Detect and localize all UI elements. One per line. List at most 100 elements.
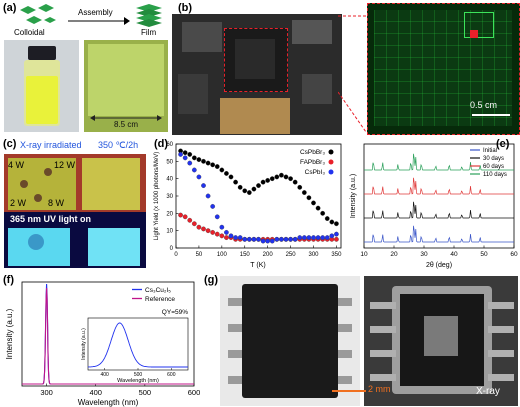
x-tick-label: 40 (450, 251, 458, 258)
data-point (191, 221, 197, 227)
data-point (315, 205, 321, 211)
xrd-line (364, 177, 514, 195)
assembly-text: Assembly (78, 8, 113, 17)
x-axis-label: T (K) (250, 262, 265, 269)
data-point (256, 236, 261, 242)
data-point (288, 176, 293, 182)
x-tick-label: 500 (139, 388, 152, 397)
data-point (320, 235, 326, 240)
legend-marker (328, 149, 334, 155)
x-tick-label: 150 (240, 252, 251, 258)
x-tick-label: 100 (217, 252, 228, 258)
y-tick-label: 40 (166, 177, 173, 183)
xrd-chart: Intensity (a.u.) 2θ (deg) 10 20 30 40 50 60 In… (350, 143, 518, 269)
x-tick-label: 50 (196, 252, 203, 258)
legend-label: Cs₃Cu₂I₅ (145, 287, 171, 294)
inset-x-tick-label: 500 (134, 372, 143, 378)
data-point (205, 160, 211, 166)
x-tick-label: 300 (308, 252, 319, 258)
data-point (251, 186, 257, 192)
uv-label: 365 nm UV light on (10, 214, 92, 224)
x-tick-label: 400 (89, 388, 102, 397)
chip-scale-label: 2 mm (368, 384, 391, 394)
film-photo: 8.5 cm (84, 40, 168, 132)
arrow-right-icon (68, 17, 130, 25)
data-point (256, 183, 261, 188)
x-tick-label: 20 (390, 251, 398, 258)
data-point (279, 172, 284, 178)
data-point (210, 162, 216, 168)
legend-label: CsPbBr₃ (300, 149, 325, 156)
data-point (329, 219, 335, 225)
data-point (265, 178, 271, 183)
y-tick-label: 10 (166, 229, 173, 235)
data-point (228, 233, 234, 239)
colloidal-icon (20, 4, 56, 24)
zoom-connector (338, 15, 367, 133)
x-axis-label: Wavelength (nm) (78, 398, 139, 407)
data-point (219, 233, 225, 239)
qy-annotation: QY=59% (162, 309, 188, 316)
light-yield-chart: Light Yield (x 1000 photons/MeV) T (K) 0… (154, 142, 342, 269)
data-point (288, 236, 293, 242)
inset-x-tick-label: 600 (167, 372, 176, 378)
xrd-line (364, 201, 514, 219)
inset-frame (87, 317, 189, 371)
data-point (324, 235, 330, 240)
data-point (251, 236, 257, 242)
xray-luminescence-image: 0.5 cm (367, 3, 520, 135)
data-point (292, 236, 298, 242)
data-point (315, 235, 321, 240)
data-point (242, 188, 248, 194)
inset-y-axis-label: Intensity (a.u.) (81, 328, 87, 360)
temp-label: 350 ℃/2h (98, 140, 139, 150)
data-point (224, 235, 229, 240)
film-stack-icon (136, 4, 162, 27)
colloidal-text: Colloidal (14, 28, 45, 37)
data-point (210, 204, 216, 209)
data-point (233, 179, 238, 185)
w2-label: 2 W (10, 198, 27, 208)
scale-bar (472, 114, 510, 116)
x-axis-label: 2θ (deg) (426, 262, 452, 269)
data-point (205, 228, 211, 234)
data-point (191, 167, 197, 173)
data-point (210, 230, 216, 235)
panel-d-label: (d) (154, 138, 169, 150)
x-tick-label: 600 (188, 388, 200, 397)
data-point (187, 152, 193, 157)
data-point (279, 236, 284, 242)
w12-label: 12 W (54, 160, 76, 170)
data-point (201, 183, 206, 188)
data-point (246, 190, 252, 195)
data-point (182, 214, 188, 220)
data-point (201, 226, 206, 232)
data-point (219, 167, 225, 173)
data-point (219, 224, 225, 230)
w8-label: 8 W (48, 198, 65, 208)
data-point (201, 158, 206, 164)
xray-label: X-ray (476, 386, 500, 397)
y-axis-label: Intensity (a.u.) (5, 308, 14, 359)
x-tick-label: 200 (263, 252, 274, 258)
film-scale-label: 8.5 cm (114, 120, 139, 129)
data-point (178, 152, 183, 157)
panel-a-label: (a) (3, 2, 17, 14)
chip-region (224, 28, 288, 92)
data-point (283, 174, 289, 180)
y-tick-label: 30 (166, 194, 173, 200)
data-point (196, 157, 202, 162)
data-point (329, 233, 335, 239)
data-point (297, 184, 303, 190)
y-tick-label: 60 (166, 142, 173, 148)
data-point (178, 212, 183, 218)
scale-arrow (90, 115, 162, 121)
vial-cap (28, 46, 56, 60)
data-point (191, 155, 197, 161)
spectrum-line (22, 287, 194, 385)
panel-g: (g) X-ray 2 mm (202, 272, 520, 407)
inset-x-axis-label: Wavelength (nm) (117, 378, 159, 384)
data-point (214, 231, 220, 237)
data-point (237, 184, 243, 190)
panel-c: (c) X-ray irradiated 350 ℃/2h 4 W 12 W 2… (0, 136, 148, 270)
